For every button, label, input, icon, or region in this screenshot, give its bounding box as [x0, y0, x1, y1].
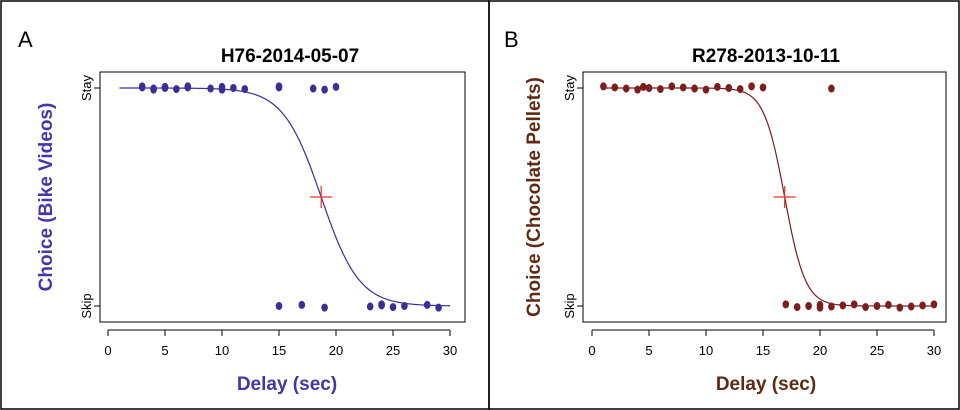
panel-b-data-point [816, 303, 824, 312]
panel-a-fit-line [119, 87, 451, 307]
panel-b-data-point [793, 303, 801, 312]
panel-b-ylabel: Choice (Chocolate Pellets) [524, 77, 545, 317]
panel-a-data-point [230, 84, 237, 92]
panel-a-x-tick-label: 15 [272, 343, 286, 358]
panel-a-title: H76-2014-05-07 [221, 46, 359, 67]
panel-b: B R278-2013-10-11 0 5 10 15 20 25 30 Stay Skip… [504, 27, 947, 395]
panel-b-x-tick-label: 0 [588, 343, 595, 358]
panel-b-x-tick-label: 5 [645, 343, 652, 358]
panel-a-data-point [378, 300, 385, 309]
panel-b-data-point [907, 302, 915, 311]
panel-b-data-point [828, 302, 835, 311]
panel-a-data-point [241, 85, 249, 94]
panel-a-data-point [309, 84, 317, 93]
panel-a-data-point [150, 85, 157, 94]
panel-a-data-point [321, 85, 328, 94]
panel-b-frame [488, 0, 960, 410]
panel-b-data-point [862, 303, 869, 312]
panel-b-data-point [748, 82, 755, 91]
panel-a-x-tick-label: 0 [104, 343, 111, 358]
panel-a-data-point [366, 302, 374, 311]
panel-b-data-point [930, 300, 938, 309]
panel-a-data-point [173, 85, 180, 94]
panel-b-data-point [725, 84, 733, 92]
panel-b-data-point [600, 82, 607, 91]
panel-b-data-point [828, 84, 835, 93]
panel-a-data-point [298, 300, 306, 309]
panel-b-plot-area [582, 71, 947, 323]
panel-b-data-point [640, 82, 647, 91]
panel-b-crosshair [773, 186, 796, 208]
panel-a-data-point [401, 302, 408, 310]
panel-a-plot-area [99, 71, 466, 323]
panel-a-fit-curve [119, 87, 451, 307]
panel-b-data-point [702, 85, 710, 94]
panel-b-data-point [839, 301, 847, 310]
panel-b-letter: B [504, 27, 519, 52]
panel-b-data-point [885, 300, 892, 309]
panel-b-data-point [714, 82, 721, 91]
panel-a-data-point [138, 83, 146, 92]
panel-b-data-point [691, 84, 698, 93]
panel-a-x-tick-label: 10 [215, 343, 229, 358]
panel-a: A H76-2014-05-07 0 5 10 15 20 25 30 Stay Skip … [18, 27, 466, 395]
panel-a-data-point [207, 84, 214, 93]
panel-b-data-point [782, 300, 790, 309]
panel-a-data-point [275, 302, 283, 310]
panel-a-ylabel: Choice (Bike Videos) [36, 103, 57, 292]
panel-a-data-point [275, 83, 283, 92]
panel-a-points [138, 82, 442, 312]
panel-b-x-tick-label: 20 [813, 343, 827, 358]
panel-a-x-tick-label: 5 [161, 343, 168, 358]
panel-a-ytick-stay: Stay [79, 74, 94, 101]
panel-b-data-point [873, 302, 881, 310]
panel-b-data-point [622, 84, 630, 93]
panel-b-data-point [850, 300, 858, 309]
panel-a-data-point [218, 82, 226, 91]
panel-a-x-tick-label: 30 [443, 343, 457, 358]
panel-a-data-point [435, 303, 442, 312]
panel-a-crosshair [310, 186, 333, 208]
panel-a-x-tick-label: 20 [329, 343, 343, 358]
panel-b-data-point [805, 302, 812, 310]
panel-a-x-tick-label: 25 [386, 343, 400, 358]
panel-b-title: R278-2013-10-11 [692, 46, 840, 67]
panel-a-data-point [184, 83, 192, 92]
panel-b-x-axis: 0 5 10 15 20 25 30 [588, 329, 941, 358]
panel-a-letter: A [18, 27, 33, 52]
panel-b-data-point [919, 301, 926, 310]
panel-a-data-point [423, 300, 431, 309]
panel-b-ytick-stay: Stay [562, 74, 577, 101]
panel-b-data-point [634, 85, 641, 94]
panel-b-data-point [668, 82, 676, 91]
panel-b-data-point [896, 303, 904, 312]
panel-b-data-point [736, 85, 744, 94]
panel-a-data-point [389, 303, 397, 312]
panel-b-x-tick-label: 25 [870, 343, 884, 358]
panel-b-x-tick-label: 15 [756, 343, 770, 358]
panel-b-data-point [611, 83, 619, 92]
panel-b-points [600, 82, 938, 312]
panel-b-x-tick-label: 30 [927, 343, 941, 358]
panel-b-data-point [657, 85, 664, 94]
panel-b-data-point [645, 84, 653, 92]
panel-b-xlabel: Delay (sec) [716, 374, 816, 395]
panel-b-data-point [679, 83, 687, 92]
panel-a-xlabel: Delay (sec) [237, 374, 337, 395]
panel-b-fit-curve [603, 87, 934, 307]
panel-b-x-tick-label: 10 [699, 343, 713, 358]
panel-a-ytick-skip: Skip [79, 293, 94, 318]
panel-a-data-point [161, 84, 169, 92]
panel-b-ytick-skip: Skip [562, 293, 577, 318]
panel-b-fit-line [603, 87, 934, 307]
panel-a-data-point [332, 82, 340, 91]
panel-b-y-axis: Stay Skip [562, 74, 584, 319]
panel-b-data-point [759, 83, 767, 92]
panel-a-y-axis: Stay Skip [79, 74, 101, 319]
panel-a-x-axis: 0 5 10 15 20 25 30 [104, 329, 457, 358]
panel-a-data-point [321, 303, 328, 312]
